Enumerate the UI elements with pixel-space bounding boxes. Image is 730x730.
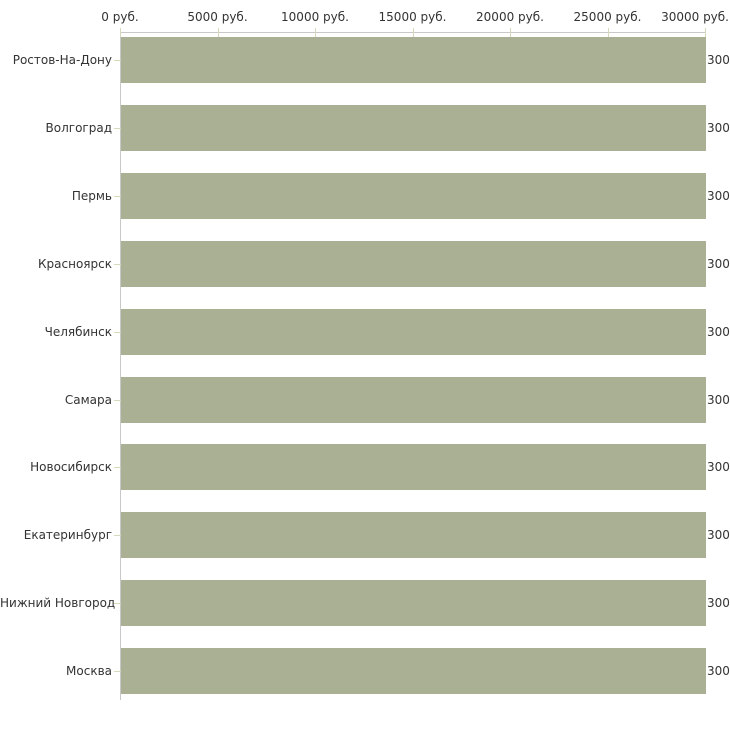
bar [121,308,706,355]
x-axis-tick-mark [705,28,706,37]
bar [121,376,706,423]
y-axis-line [120,32,121,700]
x-axis-tick-mark [607,28,609,37]
x-axis-tick-label: 5000 руб. [187,10,248,24]
x-axis-tick-label: 25000 руб. [573,10,642,24]
x-axis-tick-mark [412,28,414,37]
bar-value-label: 30000 [707,120,730,135]
y-axis-tick-mark [114,263,121,265]
x-axis-tick-mark [510,28,511,37]
x-axis-tick-label: 10000 руб. [281,10,349,24]
bar-row: Самара 30000 [0,376,730,423]
bar-row: Волгоград 30000 [0,104,730,151]
bar [121,37,706,83]
bar [121,240,706,287]
bar-row: Новосибирск 30000 [0,444,730,491]
y-axis-tick-mark [114,535,121,537]
category-label: Москва [66,664,112,679]
bar-value-label: 30000 [707,392,730,407]
y-axis-tick-mark [114,331,121,333]
x-axis-tick-mark [120,28,121,37]
y-axis-tick-mark [114,399,121,401]
bar-row: Пермь 30000 [0,172,730,219]
bar-row: Красноярск 30000 [0,240,730,287]
bar [121,512,706,559]
category-label: Самара [64,392,112,407]
x-axis-tick-mark [315,28,316,37]
category-label: Челябинск [44,324,112,339]
bar-value-label: 30000 [707,188,730,203]
y-axis-tick-mark [114,60,121,61]
bar-value-label: 30000 [707,596,730,611]
bar [121,172,706,219]
category-label: Волгоград [45,120,112,135]
y-axis-tick-mark [114,671,121,673]
bar [121,648,706,695]
x-axis-tick-label: 20000 руб. [476,10,544,24]
category-label: Красноярск [38,256,112,271]
bar [121,104,706,151]
bar-value-label: 30000 [707,664,730,679]
bar-row: Екатеринбург 30000 [0,512,730,559]
category-label: Ростов-На-Дону [12,53,112,67]
bar-row: Ростов-На-Дону 30000 [0,37,730,83]
category-label: Нижний Новгород [0,596,116,611]
bar-row: Москва 30000 [0,648,730,695]
category-label: Пермь [71,188,112,203]
bar-row: Челябинск 30000 [0,308,730,355]
x-axis-tick-label: 0 руб. [101,10,139,24]
bar-value-label: 30000 [707,256,730,271]
y-axis-tick-mark [114,467,121,469]
bar-value-label: 30000 [707,53,730,67]
bar-value-label: 30000 [707,324,730,339]
bar [121,444,706,491]
category-label: Екатеринбург [23,528,112,543]
x-axis-tick-label: 15000 руб. [378,10,447,24]
x-axis-tick-mark [217,28,219,37]
bar-row: Нижний Новгород 30000 [0,580,730,627]
bar [121,580,706,627]
x-axis-tick-label: 30000 руб. [661,10,729,24]
bar-value-label: 30000 [707,528,730,543]
y-axis-tick-mark [114,127,121,129]
y-axis-tick-mark [114,195,121,197]
bar-value-label: 30000 [707,460,730,475]
y-axis-tick-mark [114,603,121,605]
category-label: Новосибирск [30,460,112,475]
